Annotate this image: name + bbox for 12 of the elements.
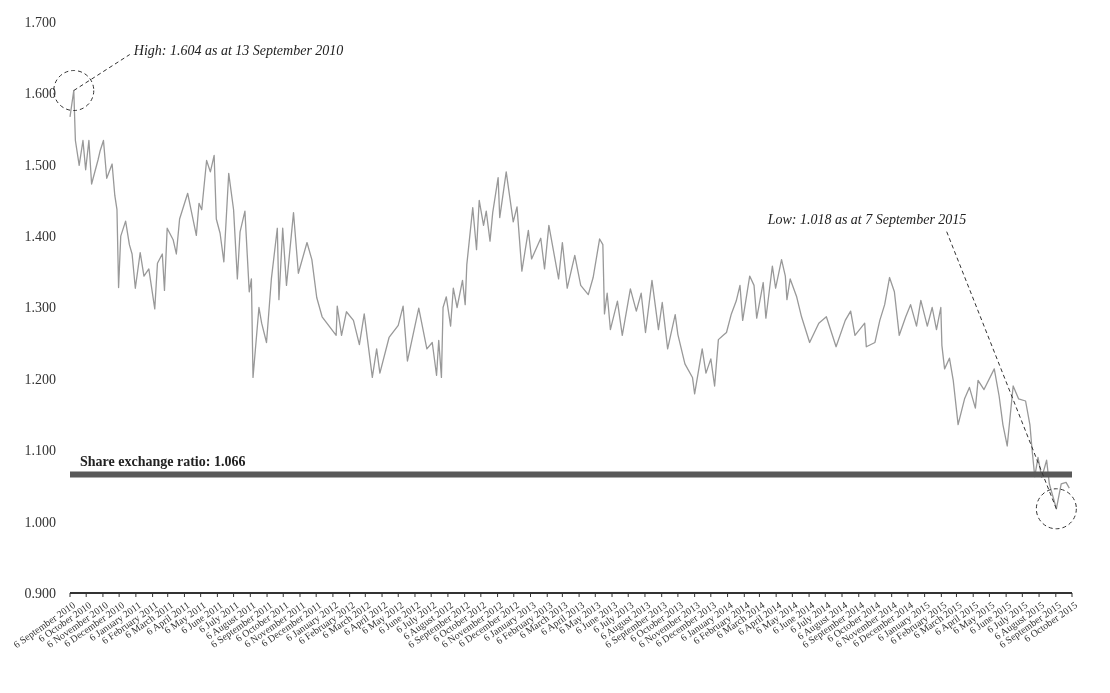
y-tick-label: 1.300 — [24, 300, 56, 316]
y-tick-label: 1.600 — [24, 86, 56, 102]
y-tick-label: 1.500 — [24, 157, 56, 173]
annotation: Low: 1.018 as at 7 September 2015 — [766, 211, 967, 227]
ref-line-label: Share exchange ratio: 1.066 — [80, 453, 246, 469]
y-tick-label: 1.100 — [24, 443, 56, 459]
y-tick-label: 1.400 — [24, 229, 56, 245]
y-tick-label: 1.200 — [24, 371, 56, 387]
y-tick-label: 1.700 — [24, 14, 56, 30]
y-tick-label: 0.900 — [24, 585, 56, 601]
y-tick-label: 1.000 — [24, 514, 56, 530]
annotation: High: 1.604 as at 13 September 2010 — [132, 43, 344, 59]
